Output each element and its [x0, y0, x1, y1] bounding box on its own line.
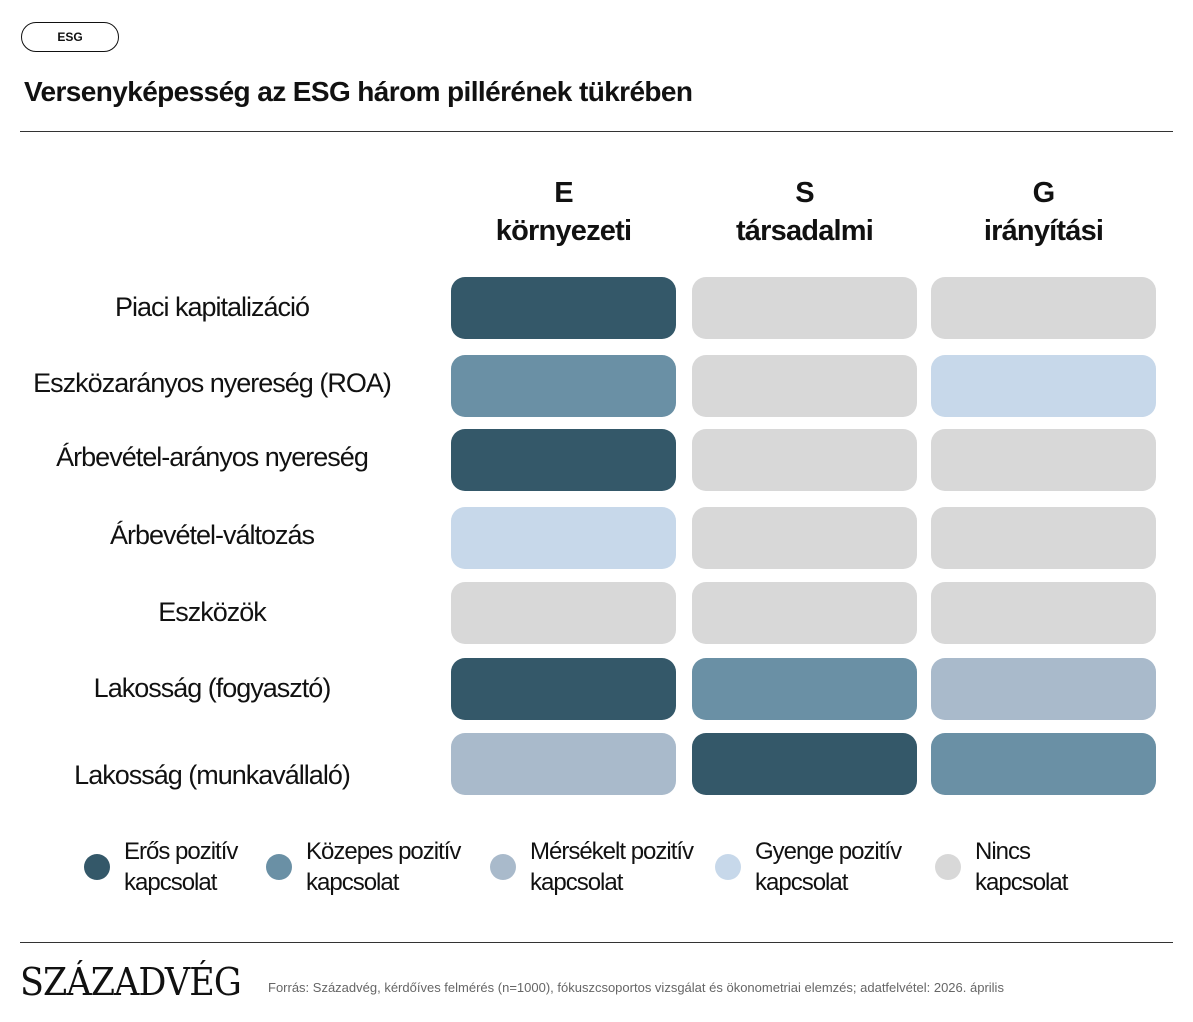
legend-swatch	[490, 854, 516, 880]
legend-label-line2: kapcsolat	[975, 869, 1068, 896]
legend-label-line2: kapcsolat	[124, 869, 217, 896]
heatmap-cell	[451, 582, 676, 644]
heatmap-cell	[451, 277, 676, 339]
heatmap-cell	[451, 429, 676, 491]
column-name: társadalmi	[735, 215, 874, 247]
heatmap-cell	[451, 355, 676, 417]
legend-swatch	[715, 854, 741, 880]
heatmap-cell	[692, 429, 917, 491]
legend-label-line2: kapcsolat	[530, 869, 623, 896]
legend-item: Gyenge pozitív kapcsolat	[715, 836, 902, 898]
heatmap-cell	[692, 582, 917, 644]
column-header-g: G irányítási	[931, 174, 1156, 250]
legend-label-line1: Mérsékelt pozitív	[530, 838, 694, 865]
legend-label-line2: kapcsolat	[755, 869, 848, 896]
legend-label-line2: kapcsolat	[306, 869, 399, 896]
row-label: Lakosság (munkavállaló)	[74, 760, 351, 790]
column-name: irányítási	[983, 215, 1104, 247]
legend-label: Erős pozitív kapcsolat	[124, 836, 238, 898]
legend-label: Közepes pozitív kapcsolat	[306, 836, 461, 898]
legend-label: Nincs kapcsolat	[975, 836, 1068, 898]
heatmap-cell	[931, 658, 1156, 720]
bottom-divider	[20, 942, 1173, 943]
heatmap-cell	[931, 733, 1156, 795]
heatmap-cell	[451, 733, 676, 795]
row-label: Eszközarányos nyereség (ROA)	[33, 368, 392, 398]
legend-item: Mérsékelt pozitív kapcsolat	[490, 836, 694, 898]
row-label: Eszközök	[158, 597, 267, 627]
legend-label-line1: Nincs	[975, 838, 1031, 865]
column-letter: G	[1032, 177, 1056, 209]
column-letter: S	[795, 177, 814, 209]
legend-label-line1: Közepes pozitív	[306, 838, 461, 865]
legend-label: Mérsékelt pozitív kapcsolat	[530, 836, 694, 898]
heatmap-cell	[692, 733, 917, 795]
column-letter: E	[554, 177, 573, 209]
heatmap-cell	[931, 429, 1156, 491]
legend-item: Nincs kapcsolat	[935, 836, 1068, 898]
heatmap-cell	[931, 355, 1156, 417]
category-tag: ESG	[21, 22, 119, 52]
heatmap-cell	[451, 507, 676, 569]
legend-swatch	[266, 854, 292, 880]
heatmap-cell	[451, 658, 676, 720]
legend-label-line1: Erős pozitív	[124, 838, 238, 865]
heatmap-cell	[692, 507, 917, 569]
row-label: Piaci kapitalizáció	[114, 292, 310, 322]
top-divider	[20, 131, 1173, 132]
column-name: környezeti	[495, 215, 632, 247]
heatmap-cell	[931, 582, 1156, 644]
brand-logo: SZÁZADVÉG	[20, 960, 242, 1004]
legend-swatch	[935, 854, 961, 880]
row-label: Árbevétel-arányos nyereség	[56, 442, 369, 472]
row-label: Árbevétel-változás	[109, 520, 315, 550]
column-header-s: S társadalmi	[692, 174, 917, 250]
heatmap-cell	[692, 355, 917, 417]
legend-item: Közepes pozitív kapcsolat	[266, 836, 461, 898]
heatmap-cell	[692, 658, 917, 720]
legend-label-line1: Gyenge pozitív	[755, 838, 902, 865]
source-note: Forrás: Századvég, kérdőíves felmérés (n…	[268, 980, 1004, 995]
chart-title: Versenyképesség az ESG három pillérének …	[24, 76, 693, 107]
row-label: Lakosság (fogyasztó)	[93, 673, 332, 703]
column-header-e: E környezeti	[451, 174, 676, 250]
legend-label: Gyenge pozitív kapcsolat	[755, 836, 902, 898]
legend-item: Erős pozitív kapcsolat	[84, 836, 238, 898]
heatmap-cell	[931, 507, 1156, 569]
heatmap-cell	[692, 277, 917, 339]
legend-swatch	[84, 854, 110, 880]
heatmap-cell	[931, 277, 1156, 339]
